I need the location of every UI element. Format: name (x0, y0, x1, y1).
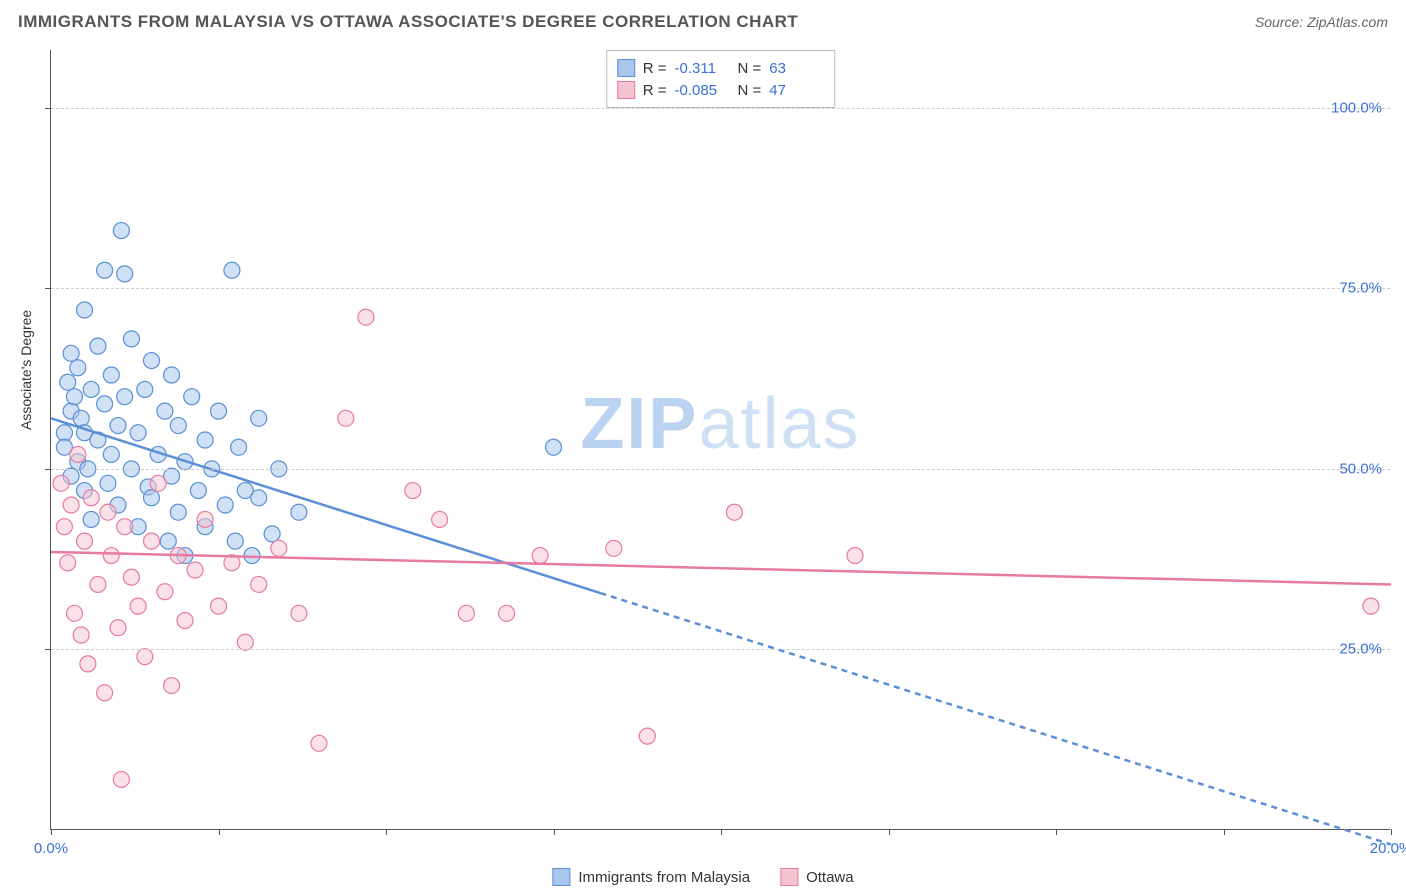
x-tick-label: 0.0% (34, 840, 68, 857)
legend-swatch-1 (552, 868, 570, 886)
chart-header: IMMIGRANTS FROM MALAYSIA VS OTTAWA ASSOC… (0, 0, 1406, 38)
gridline (51, 288, 1390, 289)
gridline (51, 469, 1390, 470)
x-tick (721, 829, 722, 835)
y-tick (45, 649, 51, 650)
y-tick-label: 50.0% (1339, 460, 1382, 477)
y-tick (45, 288, 51, 289)
stats-row-1: R = -0.311 N = 63 (617, 57, 825, 79)
gridline (51, 108, 1390, 109)
legend-item-1: Immigrants from Malaysia (552, 868, 750, 886)
legend: Immigrants from Malaysia Ottawa (552, 868, 853, 886)
chart-title: IMMIGRANTS FROM MALAYSIA VS OTTAWA ASSOC… (18, 12, 798, 32)
y-axis-label: Associate's Degree (18, 310, 34, 430)
y-tick (45, 469, 51, 470)
r-value-1: -0.311 (675, 60, 730, 77)
stats-swatch-1 (617, 59, 635, 77)
legend-label-2: Ottawa (806, 869, 854, 886)
legend-label-1: Immigrants from Malaysia (578, 869, 750, 886)
stats-swatch-2 (617, 81, 635, 99)
y-tick-label: 25.0% (1339, 641, 1382, 658)
y-tick-label: 100.0% (1331, 99, 1382, 116)
x-tick (889, 829, 890, 835)
y-tick-label: 75.0% (1339, 280, 1382, 297)
x-tick (386, 829, 387, 835)
x-tick-label: 20.0% (1370, 840, 1406, 857)
x-tick (1391, 829, 1392, 835)
plot-area: ZIPatlas R = -0.311 N = 63 R = -0.085 N … (50, 50, 1390, 830)
x-tick (1224, 829, 1225, 835)
y-tick (45, 108, 51, 109)
x-tick (219, 829, 220, 835)
chart-source: Source: ZipAtlas.com (1255, 14, 1388, 30)
stats-row-2: R = -0.085 N = 47 (617, 79, 825, 101)
gridline (51, 649, 1390, 650)
legend-swatch-2 (780, 868, 798, 886)
x-tick (554, 829, 555, 835)
x-tick (1056, 829, 1057, 835)
x-tick (51, 829, 52, 835)
stats-box: R = -0.311 N = 63 R = -0.085 N = 47 (606, 50, 836, 108)
r-value-2: -0.085 (675, 82, 730, 99)
legend-item-2: Ottawa (780, 868, 854, 886)
n-value-2: 47 (769, 82, 824, 99)
n-value-1: 63 (769, 60, 824, 77)
chart-svg (51, 50, 1390, 829)
plot-container: ZIPatlas R = -0.311 N = 63 R = -0.085 N … (50, 50, 1390, 830)
